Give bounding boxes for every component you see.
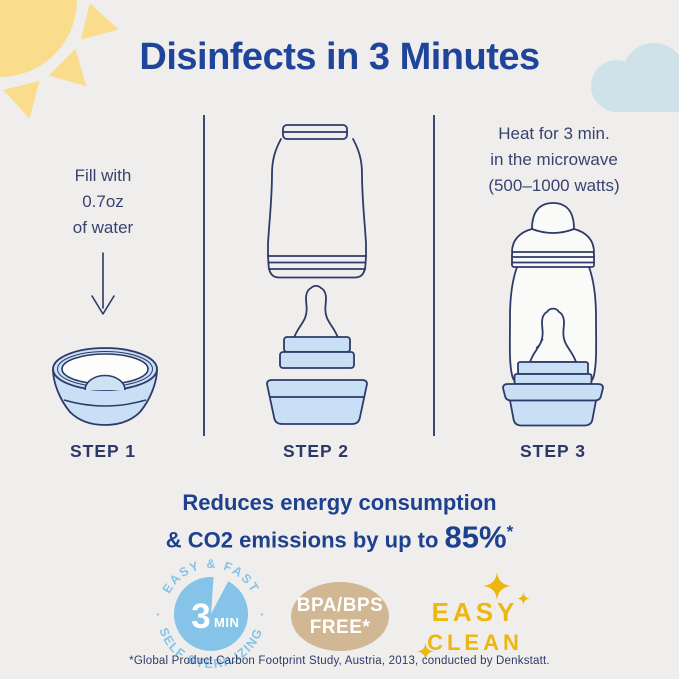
easy-clean-badge: EASY CLEAN [405, 597, 545, 656]
badge-separator-dot: · [156, 606, 161, 622]
benefit-footnote-marker: * [506, 522, 514, 541]
step1-label: STEP 1 [70, 441, 136, 461]
sterilizer-bowl-icon [52, 347, 158, 426]
badge-unit: MIN [214, 615, 239, 630]
sun-icon [0, 0, 119, 119]
bpa-free-badge: BPA/BPS FREE* [291, 582, 389, 651]
step3-instruction: Heat for 3 min. in the microwave (500–10… [445, 121, 663, 199]
benefit-text: Reduces energy consumption & CO2 emissio… [0, 487, 679, 555]
step3-instruction-line: Heat for 3 min. [498, 124, 610, 143]
self-sterilizing-badge: 3 MIN EASY & FAST SELF STERILIZING · · [156, 557, 265, 671]
column-divider [203, 115, 205, 436]
step1-instruction-line: 0.7oz [82, 192, 124, 211]
bpa-badge-line2: FREE* [309, 616, 371, 638]
step3-instruction-line: (500–1000 watts) [488, 176, 620, 195]
assembled-bottle-icon [502, 202, 604, 427]
badge-number: 3 [191, 597, 210, 636]
footnote: *Global Product Carbon Footprint Study, … [129, 655, 550, 667]
benefit-highlight: 85% [444, 519, 507, 555]
sparkle-icon [483, 572, 511, 600]
arrow-down-icon [91, 252, 115, 315]
bpa-badge-line1: BPA/BPS [296, 594, 384, 616]
step1-instruction-line: of water [72, 218, 134, 237]
easy-clean-line1: EASY [431, 597, 519, 627]
step1-instruction: Fill with 0.7oz of water [30, 163, 176, 241]
sparkle-icon [517, 592, 530, 605]
timer-wedge-icon [211, 571, 231, 614]
easy-clean-line2: CLEAN [427, 630, 523, 655]
step2-label: STEP 2 [283, 441, 349, 461]
badge-separator-dot: · [260, 606, 265, 622]
benefit-line2-prefix: & CO2 emissions by up to [165, 527, 445, 553]
bottle-parts-icon [266, 124, 368, 425]
sparkle-icon [417, 643, 434, 660]
cloud-icon [591, 43, 679, 112]
benefit-line1: Reduces energy consumption [182, 490, 497, 515]
step3-instruction-line: in the microwave [490, 150, 618, 169]
column-divider [433, 115, 435, 436]
benefit-line2: & CO2 emissions by up to 85%* [0, 518, 679, 555]
page-title: Disinfects in 3 Minutes [139, 36, 540, 78]
step3-label: STEP 3 [520, 441, 586, 461]
step1-instruction-line: Fill with [74, 166, 132, 185]
